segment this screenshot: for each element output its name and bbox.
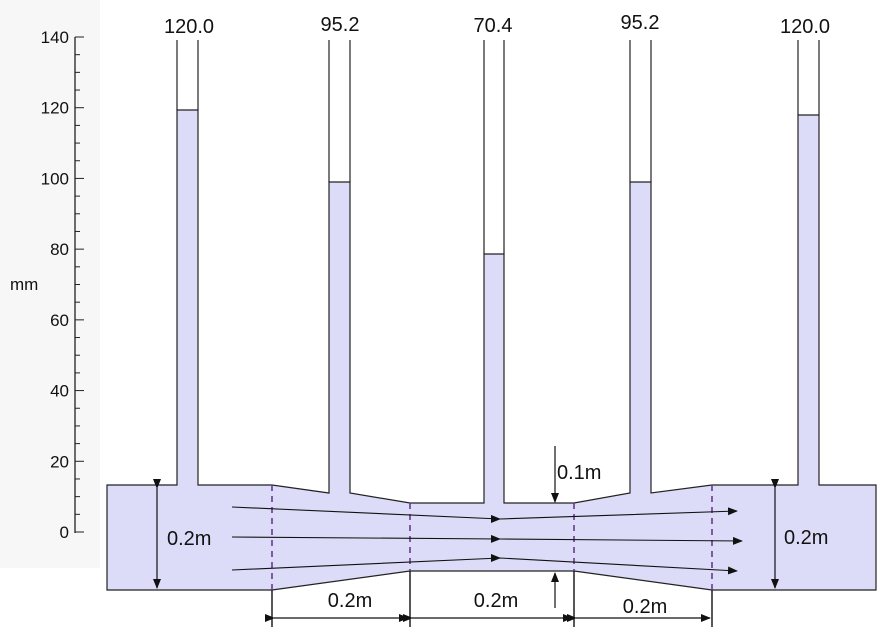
piezometer-tube-4 <box>629 40 652 182</box>
major-ticks: 140 120 100 80 60 40 20 0 <box>41 28 69 542</box>
venturi-body <box>106 109 877 591</box>
tick-label: 100 <box>41 169 69 188</box>
tick-label: 80 <box>50 240 69 259</box>
height-label-right: 0.2m <box>784 527 828 549</box>
tick-label: 40 <box>50 382 69 401</box>
tube-label-3: 70.4 <box>474 15 513 37</box>
segment-label-2: 0.2m <box>474 590 518 612</box>
venturi-outline <box>106 109 877 591</box>
streamline-top <box>231 506 738 523</box>
segment-label-1: 0.2m <box>328 590 372 612</box>
piezometer-tube-5 <box>797 40 820 115</box>
minor-ticks <box>75 36 84 533</box>
tick-label: 140 <box>41 28 69 47</box>
tube-label-2: 95.2 <box>321 14 360 36</box>
streamline-bottom <box>231 553 738 575</box>
tick-label: 120 <box>41 99 69 118</box>
tube-label-4: 95.2 <box>621 12 660 34</box>
venturi-channel <box>107 110 876 590</box>
segment-label-3: 0.2m <box>623 596 667 618</box>
tube-label-1: 120.0 <box>164 16 214 38</box>
height-dimension-left: 0.2m <box>153 479 211 589</box>
tube-labels: 120.0 95.2 70.4 95.2 120.0 <box>164 12 830 38</box>
throat-dimension: 0.1m <box>551 446 601 608</box>
streamline-middle <box>231 534 743 545</box>
scale-axis: 140 120 100 80 60 40 20 0 mm <box>10 28 84 542</box>
tick-label: 60 <box>50 311 69 330</box>
piezometer-tube-3 <box>483 40 505 254</box>
axis-unit-label: mm <box>10 275 38 294</box>
height-label-left: 0.2m <box>167 528 211 550</box>
throat-height-label: 0.1m <box>557 462 601 484</box>
tick-label: 20 <box>50 452 69 471</box>
tick-label: 0 <box>60 523 69 542</box>
piezometer-tube-1 <box>176 40 199 110</box>
segment-dimensions: 0.2m 0.2m 0.2m <box>265 571 713 627</box>
flow-streamlines <box>231 506 743 575</box>
piezometer-tubes <box>176 40 820 254</box>
height-dimension-right: 0.2m <box>771 479 828 589</box>
tube-label-5: 120.0 <box>780 16 830 38</box>
axis-panel <box>0 0 100 568</box>
piezometer-tube-2 <box>328 40 351 182</box>
